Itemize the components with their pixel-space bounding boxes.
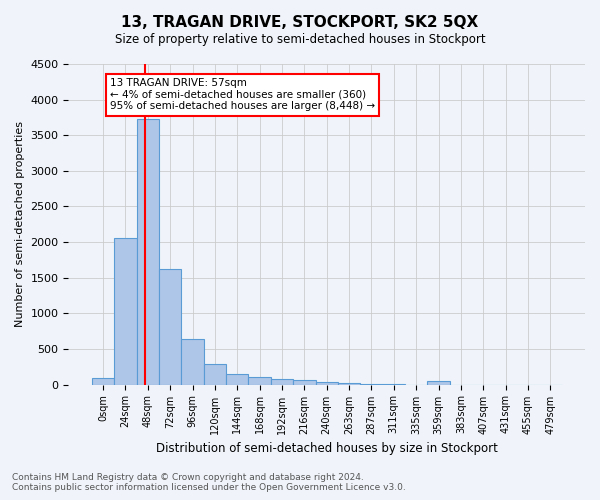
Bar [181, 339, 204, 384]
Text: Size of property relative to semi-detached houses in Stockport: Size of property relative to semi-detach… [115, 32, 485, 46]
Text: 13, TRAGAN DRIVE, STOCKPORT, SK2 5QX: 13, TRAGAN DRIVE, STOCKPORT, SK2 5QX [121, 15, 479, 30]
Bar [159, 269, 181, 384]
Bar [114, 238, 137, 384]
Bar [248, 377, 271, 384]
Text: Contains HM Land Registry data © Crown copyright and database right 2024.
Contai: Contains HM Land Registry data © Crown c… [12, 473, 406, 492]
Bar [427, 382, 450, 384]
Bar [293, 380, 316, 384]
Bar [137, 119, 159, 384]
X-axis label: Distribution of semi-detached houses by size in Stockport: Distribution of semi-detached houses by … [156, 442, 497, 455]
Text: 13 TRAGAN DRIVE: 57sqm
← 4% of semi-detached houses are smaller (360)
95% of sem: 13 TRAGAN DRIVE: 57sqm ← 4% of semi-deta… [110, 78, 375, 112]
Bar [338, 383, 360, 384]
Bar [316, 382, 338, 384]
Bar [204, 364, 226, 384]
Bar [226, 374, 248, 384]
Bar [271, 379, 293, 384]
Y-axis label: Number of semi-detached properties: Number of semi-detached properties [15, 122, 25, 328]
Bar [92, 378, 114, 384]
